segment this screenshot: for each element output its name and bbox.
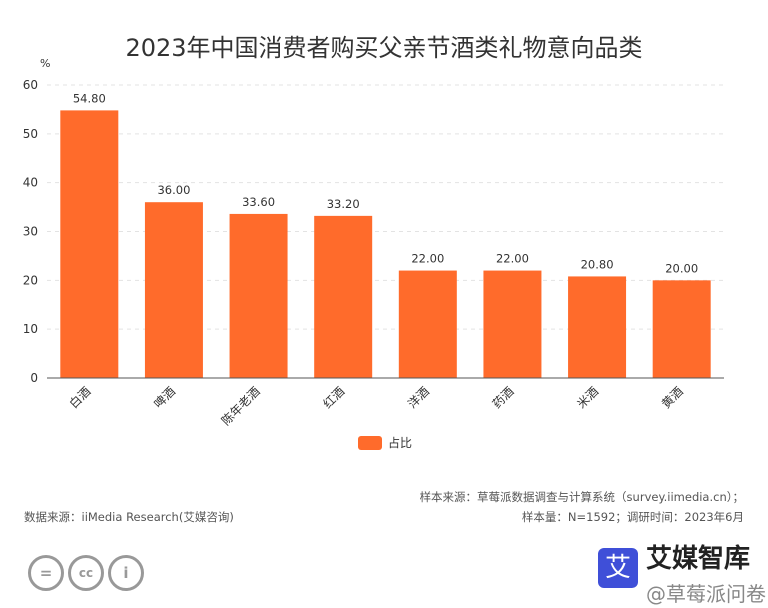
y-axis-unit: % [40,57,50,70]
bar-陈年老酒 [229,213,288,378]
x-tick-label: 洋酒 [404,384,432,412]
bar-啤酒 [144,202,203,378]
bar-米酒 [568,276,627,378]
chart-title: 2023年中国消费者购买父亲节酒类礼物意向品类 [125,34,643,62]
data-label: 33.20 [327,197,360,211]
sample-source: 样本来源：草莓派数据调查与计算系统（survey.iimedia.cn）； [419,490,744,504]
bar-洋酒 [398,270,457,378]
data-label: 33.60 [242,195,275,209]
y-tick-label: 40 [23,176,38,190]
y-tick-label: 60 [23,78,38,92]
bar-chart: % 0 10 20 30 40 50 60 54.80 白酒 36.00 啤酒 33.60 陈年老酒 33.… [23,57,724,450]
data-label: 22.00 [411,252,444,266]
x-tick-label: 陈年老酒 [218,384,263,429]
bar-红酒 [314,215,373,378]
x-tick-label: 黄酒 [659,384,686,411]
data-source: 数据来源：iiMedia Research(艾媒咨询) [24,510,234,524]
data-label: 36.00 [157,183,190,197]
y-tick-label: 10 [23,322,38,336]
data-label: 54.80 [73,91,106,105]
data-label: 20.00 [665,261,698,275]
data-label: 22.00 [496,252,529,266]
y-tick-label: 30 [23,225,38,239]
cc-icon: cc [68,555,104,591]
y-tick-label: 50 [23,127,38,141]
watermark: @草莓派问卷 [646,582,766,606]
x-tick-label: 红酒 [320,384,348,412]
sample-info: 样本量：N=1592；调研时间：2023年6月 [521,510,744,524]
data-label: 20.80 [581,257,614,271]
legend-label: 占比 [388,435,412,450]
y-tick-label: 20 [23,273,38,287]
bar-白酒 [60,110,119,378]
iimedia-logo-icon: 艾 [598,548,638,588]
logo-text: 艾媒智库 [646,544,751,574]
bar-黄酒 [652,280,711,378]
legend-swatch [358,436,382,450]
y-tick-label: 0 [30,371,38,385]
bar-药酒 [483,270,542,378]
x-tick-label: 米酒 [574,384,601,411]
x-tick-label: 啤酒 [150,384,178,412]
x-tick-label: 药酒 [490,384,517,411]
x-tick-label: 白酒 [66,384,94,412]
cc-equals-icon: = [28,555,64,591]
cc-by-person-icon: i [108,555,144,591]
